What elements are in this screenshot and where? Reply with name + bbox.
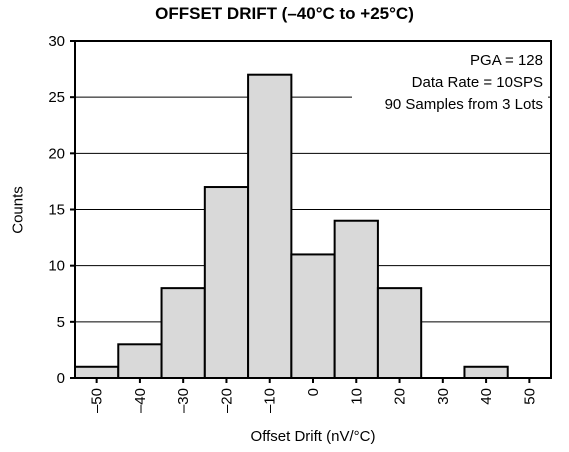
x-tick-label: 0 bbox=[305, 388, 322, 396]
x-tick-label: –30 bbox=[175, 388, 192, 413]
histogram-bar bbox=[290, 253, 336, 379]
annotation-box bbox=[352, 47, 548, 125]
x-tick-label: 40 bbox=[478, 388, 495, 405]
annotation-text: 90 Samples from 3 Lots bbox=[385, 96, 543, 113]
y-tick-label: 10 bbox=[48, 258, 65, 275]
y-tick-label: 30 bbox=[48, 33, 65, 50]
histogram-bar bbox=[160, 287, 206, 379]
histogram-bar bbox=[333, 219, 379, 379]
histogram-bar bbox=[463, 365, 509, 379]
x-tick-label: 20 bbox=[392, 388, 409, 405]
x-tick-label: –20 bbox=[218, 388, 235, 413]
chart-title: OFFSET DRIFT (–40°C to +25°C) bbox=[155, 4, 414, 23]
annotation-text: PGA = 128 bbox=[470, 52, 543, 69]
histogram-bar bbox=[376, 287, 423, 379]
x-tick-label: 50 bbox=[521, 388, 538, 405]
y-tick-label: 15 bbox=[48, 202, 65, 219]
x-tick-label: –10 bbox=[262, 388, 279, 413]
histogram-bar bbox=[247, 73, 293, 379]
x-tick-label: 30 bbox=[435, 388, 452, 405]
x-axis-label: Offset Drift (nV/°C) bbox=[250, 428, 376, 445]
y-tick-label: 5 bbox=[57, 314, 65, 331]
x-tick-label: 10 bbox=[348, 388, 365, 405]
x-tick-label: –40 bbox=[132, 388, 149, 413]
x-tick-label: –50 bbox=[89, 388, 106, 413]
y-tick-label: 25 bbox=[48, 89, 65, 106]
histogram-bar bbox=[74, 365, 120, 379]
histogram-bar bbox=[203, 186, 250, 379]
y-tick-label: 20 bbox=[48, 145, 65, 162]
annotation-text: Data Rate = 10SPS bbox=[412, 74, 543, 91]
histogram-bar bbox=[117, 343, 163, 379]
y-tick-label: 0 bbox=[57, 370, 65, 387]
